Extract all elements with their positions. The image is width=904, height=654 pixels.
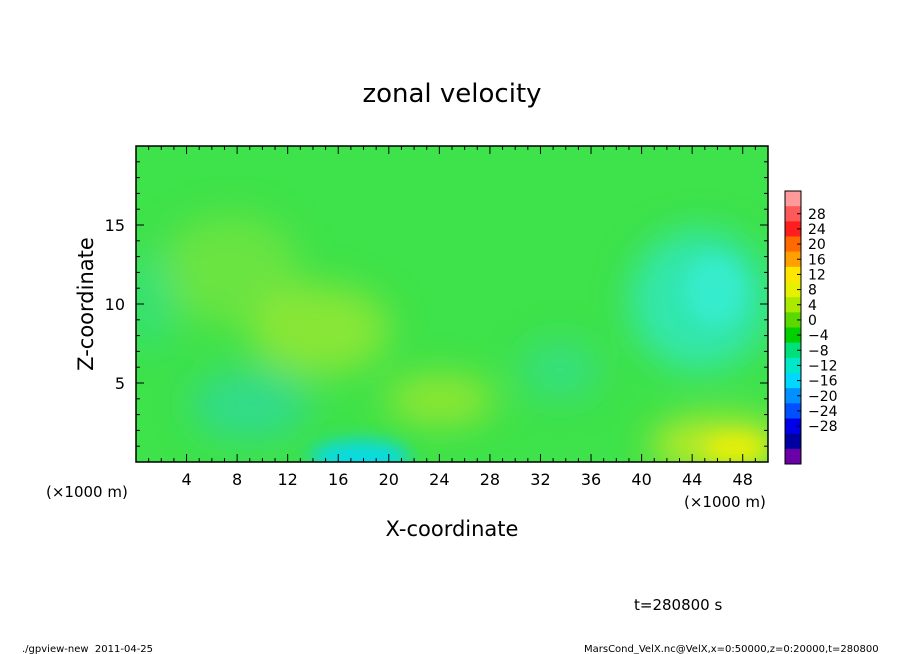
colorbar-swatch (785, 373, 801, 389)
colorbar-label: 12 (808, 267, 826, 283)
time-label: t=280800 s (634, 596, 722, 614)
x-tick-label: 16 (328, 470, 348, 489)
field-blob-left-edge (136, 250, 175, 350)
colorbar-label: 28 (808, 207, 826, 223)
colorbar-label: 8 (808, 283, 817, 299)
colorbar-label: −4 (808, 328, 829, 344)
x-tick-label: 36 (581, 470, 601, 489)
colorbar-label: 16 (808, 252, 826, 268)
field-blob-bottom-negative-core (310, 440, 410, 462)
heatmap-field (136, 146, 768, 462)
colorbar-label: −28 (808, 419, 838, 435)
x-tick-label: 44 (682, 470, 702, 489)
colorbar-label: 20 (808, 237, 826, 253)
y-tick-label: 5 (115, 374, 125, 393)
x-tick-label: 32 (530, 470, 550, 489)
y-axis-ticks: 5 10 15 (105, 161, 768, 447)
x-tick-label: 12 (278, 470, 298, 489)
field-blob-right-core (685, 255, 745, 325)
colorbar-label: −12 (808, 358, 838, 374)
colorbar-swatch (785, 297, 801, 313)
colorbar-label: −24 (808, 404, 838, 420)
colorbar-swatch (785, 191, 801, 207)
footer-left: ./gpview-new 2011-04-25 (22, 644, 153, 654)
colorbar-swatch (785, 388, 801, 404)
x-unit-left: (×1000 m) (46, 483, 128, 501)
x-tick-label: 40 (631, 470, 651, 489)
colorbar-swatch (785, 448, 801, 465)
colorbar-frame (784, 190, 802, 465)
colorbar-label: −16 (808, 374, 838, 390)
colorbar-swatch (785, 342, 801, 359)
x-tick-label: 4 (181, 470, 191, 489)
colorbar-swatch (785, 266, 801, 283)
field-blob-mid-right (520, 340, 600, 400)
field-blob-bottom-right-core (705, 434, 765, 462)
x-tick-label: 8 (232, 470, 242, 489)
colorbar-swatch (785, 236, 801, 252)
chart-title: zonal velocity (362, 79, 541, 109)
colorbar-swatch (785, 312, 801, 328)
field-blob-upper-left (160, 215, 300, 325)
x-tick-label: 20 (379, 470, 399, 489)
colorbar-label: 0 (808, 313, 817, 329)
colorbar-label: −20 (808, 389, 838, 405)
colorbar-swatch (785, 327, 801, 343)
x-unit-right: (×1000 m) (684, 493, 766, 511)
colorbar-label: 24 (808, 222, 826, 238)
y-tick-label: 15 (105, 216, 125, 235)
colorbar-swatch (785, 221, 801, 237)
footer-right: MarsCond_VelX.nc@VelX,x=0:50000,z=0:2000… (584, 644, 879, 654)
x-axis-label: X-coordinate (386, 517, 519, 541)
x-tick-label: 48 (733, 470, 753, 489)
x-axis-ticks: 4 8 12 16 20 24 28 32 36 40 44 48 (148, 146, 756, 489)
field-blob-center-positive (250, 285, 390, 375)
colorbar-swatch (785, 357, 801, 374)
y-tick-label: 10 (105, 295, 125, 314)
y-axis-label: Z-coordinate (74, 237, 98, 371)
colorbar-swatch (785, 418, 801, 434)
x-tick-label: 24 (429, 470, 449, 489)
colorbar-swatch (785, 282, 801, 298)
colorbar-swatch (785, 206, 801, 222)
colorbar-label: 4 (808, 298, 817, 314)
colorbar-swatch (785, 251, 801, 268)
colorbar-swatch (785, 433, 801, 450)
colorbar-label: −8 (808, 343, 829, 359)
field-blob-bottom-center (385, 375, 495, 425)
field-blob-lower-left-negative (190, 370, 310, 440)
colorbar-swatch (785, 403, 801, 419)
x-tick-label: 28 (480, 470, 500, 489)
